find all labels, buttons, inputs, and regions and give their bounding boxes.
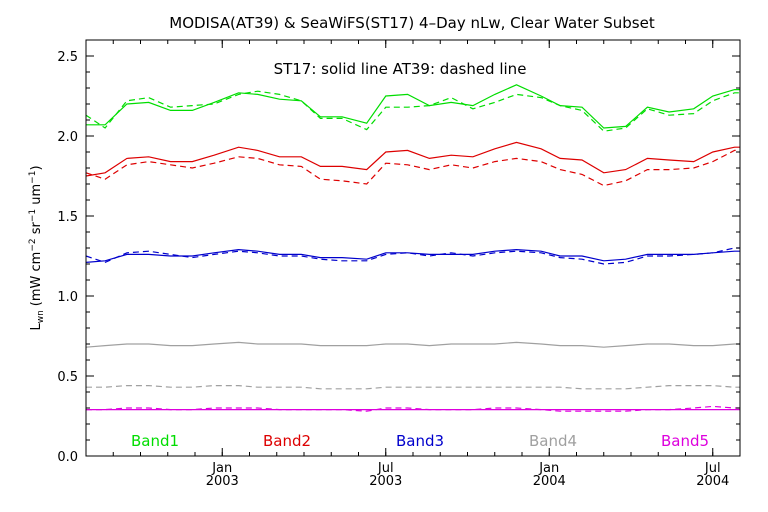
series-line-band3-st17	[85, 248, 740, 263]
chart-title: MODISA(AT39) & SeaWiFS(ST17) 4–Day nLw, …	[169, 14, 655, 32]
y-axis: 0.0 0.5 1.0 1.5 2.0 2.5	[57, 39, 740, 465]
x-tick-label-year: 2004	[533, 474, 566, 489]
x-tick-label-year: 2004	[696, 474, 729, 489]
legend-label-band4: Band4	[529, 432, 577, 450]
x-tick-label-year: 2003	[369, 474, 402, 489]
series-line-band1-at39	[85, 90, 740, 132]
y-axis-label-units-close: )	[29, 165, 44, 170]
series-line-band5-at39	[86, 405, 740, 412]
line-style-annotation: ST17: solid line AT39: dashed line	[274, 60, 527, 78]
y-axis-label-sup-um: −1	[28, 171, 38, 184]
series-line-band4-st17	[85, 341, 740, 348]
y-tick-label: 0.5	[57, 370, 78, 385]
legend: Band1 Band2 Band3 Band4 Band5	[131, 432, 709, 450]
series-line-band2-st17	[85, 141, 740, 177]
series-line-band1-st17	[86, 84, 740, 129]
y-axis-label-units-open: (mW cm	[29, 252, 44, 307]
y-axis-label-sup-cm: −2	[28, 238, 38, 251]
y-tick-label: 2.0	[57, 130, 78, 145]
y-tick-label: 1.5	[57, 210, 78, 225]
x-tick-label-month: Jul	[704, 461, 721, 476]
y-axis-label-sup-sr: −1	[28, 209, 38, 222]
y-axis-label-subscript: wn	[36, 310, 46, 323]
series-line-band4-at39	[86, 385, 740, 390]
legend-label-band1: Band1	[131, 432, 179, 450]
legend-label-band2: Band2	[263, 432, 311, 450]
x-tick-label-month: Jan	[211, 461, 232, 476]
x-tick-label-month: Jul	[377, 461, 394, 476]
x-tick-label-month: Jan	[538, 461, 559, 476]
x-tick-label-year: 2003	[206, 474, 239, 489]
series-line-band2-at39	[85, 149, 740, 187]
series-line-band3-at39	[85, 247, 740, 265]
legend-label-band3: Band3	[396, 432, 444, 450]
legend-label-band5: Band5	[661, 432, 709, 450]
y-axis-label-sr: sr	[29, 221, 44, 238]
y-tick-label: 1.0	[57, 290, 78, 305]
plot-area	[85, 84, 740, 412]
y-tick-label: 2.5	[57, 50, 78, 65]
y-tick-label: 0.0	[57, 450, 78, 465]
y-axis-label-base: L	[29, 323, 44, 331]
y-axis-label-um: um	[29, 184, 44, 209]
y-axis-label: Lwn(mW cm−2 sr−1 um−1)	[28, 165, 46, 330]
